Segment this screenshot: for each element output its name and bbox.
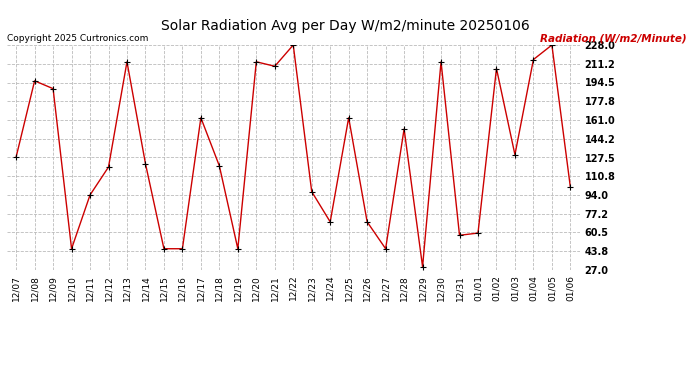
Text: Copyright 2025 Curtronics.com: Copyright 2025 Curtronics.com: [7, 34, 148, 43]
Text: Radiation (W/m2/Minute): Radiation (W/m2/Minute): [540, 34, 687, 44]
Text: Solar Radiation Avg per Day W/m2/minute 20250106: Solar Radiation Avg per Day W/m2/minute …: [161, 19, 529, 33]
